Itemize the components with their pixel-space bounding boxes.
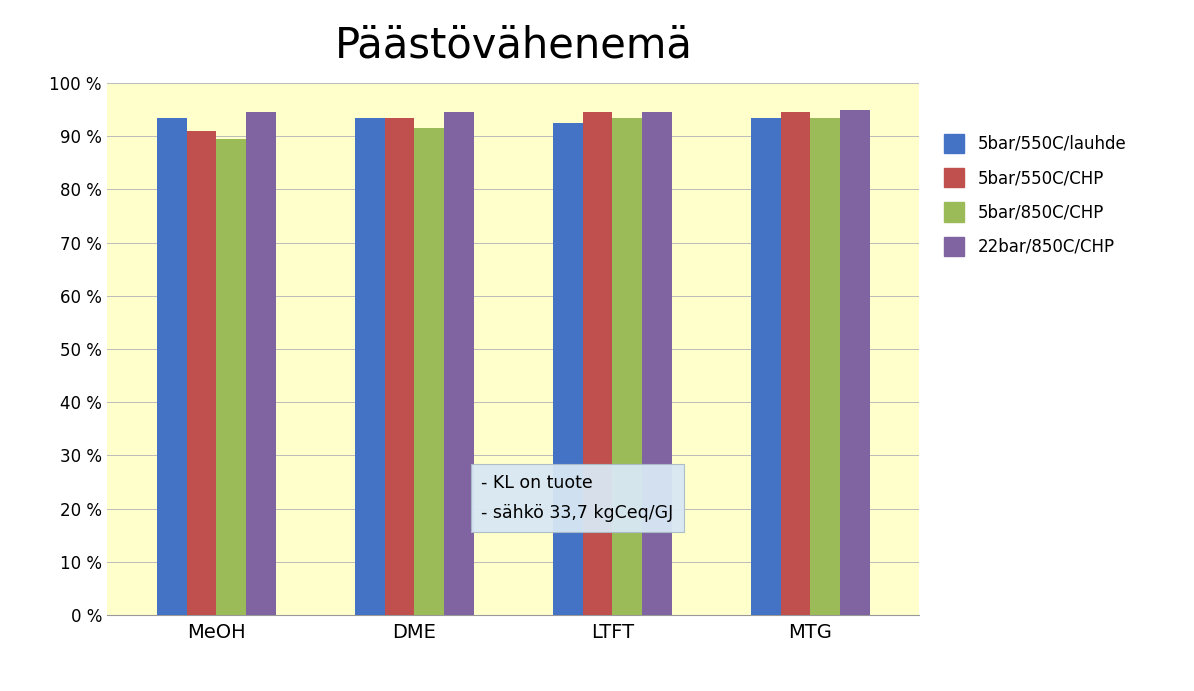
Bar (414, 128, 444, 615)
Bar (553, 123, 583, 615)
Bar (216, 139, 246, 615)
Bar (156, 117, 186, 615)
Bar (246, 112, 276, 615)
Bar (613, 117, 642, 615)
Bar (781, 112, 811, 615)
Bar (444, 112, 474, 615)
Bar (642, 112, 672, 615)
Text: - KL on tuote
- sähkö 33,7 kgCeq/GJ: - KL on tuote - sähkö 33,7 kgCeq/GJ (481, 474, 673, 522)
Bar (841, 110, 870, 615)
Bar (811, 117, 841, 615)
Bar (355, 117, 384, 615)
Bar (186, 131, 216, 615)
Bar (751, 117, 781, 615)
Bar (384, 117, 414, 615)
Legend: 5bar/550C/lauhde, 5bar/550C/CHP, 5bar/850C/CHP, 22bar/850C/CHP: 5bar/550C/lauhde, 5bar/550C/CHP, 5bar/85… (944, 134, 1126, 256)
Title: Päästövähenemä: Päästövähenemä (334, 25, 693, 67)
Bar (583, 112, 613, 615)
